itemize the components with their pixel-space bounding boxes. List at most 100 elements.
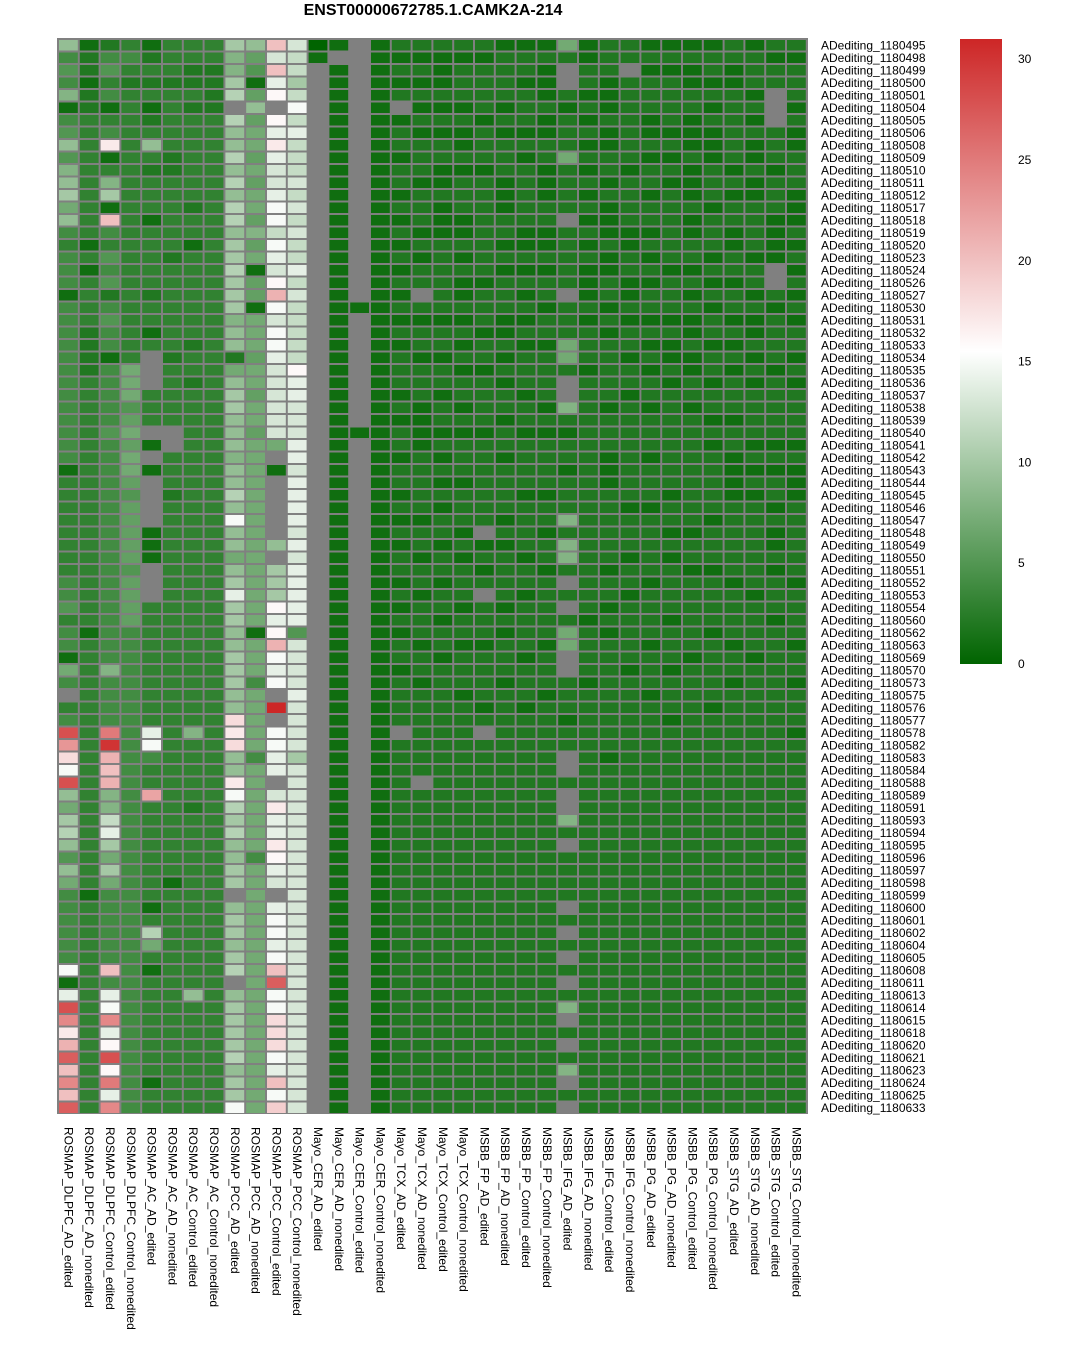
heatmap-cell xyxy=(121,52,141,63)
heatmap-cell xyxy=(371,615,390,626)
heatmap-cell xyxy=(371,690,390,701)
heatmap-cell xyxy=(329,540,349,551)
heatmap-cell xyxy=(495,690,515,701)
heatmap-cell xyxy=(267,1065,286,1076)
heatmap-cell xyxy=(183,502,203,513)
heatmap-cell xyxy=(516,915,536,926)
heatmap-cell xyxy=(641,227,661,238)
heatmap-cell xyxy=(183,740,203,751)
row-label: ADediting_1180508 xyxy=(821,138,926,152)
heatmap-cell xyxy=(183,665,203,676)
heatmap-cell xyxy=(766,852,785,863)
heatmap-cell xyxy=(454,940,473,951)
heatmap-cell xyxy=(412,765,432,776)
heatmap-cell xyxy=(350,415,369,426)
heatmap-cell xyxy=(579,302,598,313)
heatmap-cell xyxy=(183,1002,203,1013)
heatmap-cell xyxy=(163,652,182,663)
heatmap-cell xyxy=(225,652,245,663)
heatmap-cell xyxy=(183,140,203,151)
heatmap-cell xyxy=(371,252,390,263)
heatmap-cell xyxy=(454,677,473,688)
heatmap-cell xyxy=(558,415,577,426)
heatmap-cell xyxy=(412,52,432,63)
heatmap-cell xyxy=(641,677,661,688)
heatmap-cell xyxy=(579,165,598,176)
heatmap-cell xyxy=(183,340,203,351)
heatmap-cell xyxy=(433,827,453,838)
heatmap-cell xyxy=(287,890,307,901)
heatmap-cell xyxy=(537,415,557,426)
heatmap-cell xyxy=(371,277,390,288)
heatmap-cell xyxy=(79,902,99,913)
heatmap-cell xyxy=(516,890,536,901)
heatmap-cell xyxy=(412,1027,432,1038)
heatmap-cell xyxy=(475,65,494,76)
row-label: ADediting_1180548 xyxy=(821,526,926,540)
heatmap-cell xyxy=(287,352,307,363)
heatmap-cell xyxy=(454,665,473,676)
heatmap-cell xyxy=(100,65,120,76)
heatmap-cell xyxy=(287,202,307,213)
heatmap-cell xyxy=(79,490,99,501)
heatmap-cell xyxy=(579,440,598,451)
heatmap-cell xyxy=(516,565,536,576)
heatmap-cell xyxy=(163,1027,182,1038)
heatmap-cell xyxy=(163,865,182,876)
heatmap-cell xyxy=(787,302,806,313)
heatmap-cell xyxy=(766,890,785,901)
heatmap-cell xyxy=(59,502,78,513)
heatmap-cell xyxy=(599,565,619,576)
heatmap-cell xyxy=(59,52,78,63)
heatmap-cell xyxy=(204,752,224,763)
heatmap-cell xyxy=(350,540,369,551)
heatmap-cell xyxy=(703,715,723,726)
heatmap-cell xyxy=(620,402,640,413)
heatmap-cell xyxy=(516,1015,536,1026)
heatmap-cell xyxy=(79,440,99,451)
heatmap-cell xyxy=(412,777,432,788)
heatmap-cells xyxy=(59,40,806,1113)
heatmap-cell xyxy=(204,140,224,151)
heatmap-cell xyxy=(787,1052,806,1063)
heatmap-cell xyxy=(454,540,473,551)
heatmap-cell xyxy=(142,327,161,338)
heatmap-cell xyxy=(620,677,640,688)
heatmap-cell xyxy=(329,177,349,188)
heatmap-cell xyxy=(703,215,723,226)
heatmap-cell xyxy=(495,590,515,601)
heatmap-cell xyxy=(287,52,307,63)
heatmap-cell xyxy=(495,527,515,538)
heatmap-cell xyxy=(787,1027,806,1038)
heatmap-cell xyxy=(703,440,723,451)
heatmap-cell xyxy=(59,865,78,876)
heatmap-cell xyxy=(620,940,640,951)
heatmap-cell xyxy=(308,277,328,288)
heatmap-cell xyxy=(558,127,577,138)
heatmap-cell xyxy=(246,1027,265,1038)
heatmap-cell xyxy=(142,690,161,701)
heatmap-cell xyxy=(412,127,432,138)
heatmap-cell xyxy=(454,127,473,138)
heatmap-cell xyxy=(475,515,494,526)
heatmap-cell xyxy=(454,865,473,876)
heatmap-cell xyxy=(495,290,515,301)
heatmap-cell xyxy=(225,202,245,213)
row-label: ADediting_1180578 xyxy=(821,726,926,740)
heatmap-cell xyxy=(516,577,536,588)
heatmap-cell xyxy=(745,365,765,376)
heatmap-cell xyxy=(516,65,536,76)
heatmap-cell xyxy=(579,315,598,326)
heatmap-cell xyxy=(475,840,494,851)
heatmap-cell xyxy=(475,365,494,376)
heatmap-cell xyxy=(412,102,432,113)
heatmap-cell xyxy=(724,827,744,838)
heatmap-cell xyxy=(204,465,224,476)
heatmap-cell xyxy=(391,615,411,626)
heatmap-cell xyxy=(308,777,328,788)
heatmap-cell xyxy=(703,1052,723,1063)
heatmap-cell xyxy=(371,577,390,588)
heatmap-cell xyxy=(412,840,432,851)
heatmap-cell xyxy=(662,540,681,551)
heatmap-cell xyxy=(79,1052,99,1063)
